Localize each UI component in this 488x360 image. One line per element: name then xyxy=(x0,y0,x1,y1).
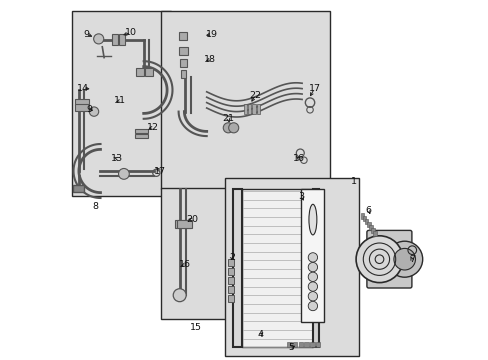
Bar xyxy=(309,342,314,347)
Bar xyxy=(312,189,318,347)
Text: 19: 19 xyxy=(205,30,218,39)
Text: 11: 11 xyxy=(114,96,126,105)
Text: 10: 10 xyxy=(125,28,137,37)
Text: 21: 21 xyxy=(222,114,234,123)
Circle shape xyxy=(228,123,238,133)
Circle shape xyxy=(173,289,186,302)
Text: 6: 6 xyxy=(365,206,371,215)
Text: 14: 14 xyxy=(77,84,89,93)
Bar xyxy=(75,104,89,111)
Bar xyxy=(175,220,190,228)
Text: 22: 22 xyxy=(249,91,261,100)
Bar xyxy=(292,342,297,347)
Bar xyxy=(134,134,148,138)
Bar xyxy=(366,222,370,227)
Circle shape xyxy=(307,301,317,311)
Text: 12: 12 xyxy=(146,123,159,132)
Bar xyxy=(119,34,125,45)
Circle shape xyxy=(355,236,402,283)
Bar xyxy=(227,268,233,275)
Bar xyxy=(161,11,329,189)
Bar xyxy=(232,189,242,347)
Bar xyxy=(136,68,144,76)
FancyBboxPatch shape xyxy=(366,230,411,288)
Bar xyxy=(244,104,246,114)
Bar xyxy=(161,188,230,319)
Text: 4: 4 xyxy=(257,330,263,339)
Bar xyxy=(75,99,89,105)
Circle shape xyxy=(118,168,129,179)
Bar xyxy=(365,219,367,224)
Bar xyxy=(370,228,374,233)
Text: 5: 5 xyxy=(288,343,294,352)
Text: 9: 9 xyxy=(86,105,92,114)
Bar xyxy=(252,104,255,114)
Bar xyxy=(304,342,308,347)
Bar xyxy=(73,185,84,192)
Bar xyxy=(227,259,233,266)
Text: 20: 20 xyxy=(186,215,198,224)
Circle shape xyxy=(94,34,103,44)
Circle shape xyxy=(307,262,317,272)
Circle shape xyxy=(89,107,99,116)
Text: 2: 2 xyxy=(228,253,234,262)
Bar xyxy=(368,225,372,230)
Bar xyxy=(145,68,153,76)
Bar xyxy=(179,32,187,40)
Circle shape xyxy=(307,272,317,282)
Bar xyxy=(180,59,186,67)
Text: 7: 7 xyxy=(408,255,414,264)
Bar xyxy=(227,277,233,284)
Text: 18: 18 xyxy=(204,55,216,64)
Text: 1: 1 xyxy=(350,177,357,186)
Bar xyxy=(134,129,148,133)
Bar xyxy=(361,213,364,219)
Bar xyxy=(315,342,320,347)
Bar xyxy=(181,70,185,78)
Text: 17: 17 xyxy=(154,166,165,175)
Bar xyxy=(227,295,233,302)
Text: 17: 17 xyxy=(308,84,320,93)
Circle shape xyxy=(393,248,415,270)
Bar xyxy=(363,216,366,221)
Bar xyxy=(247,104,251,114)
Bar xyxy=(227,286,233,293)
Bar xyxy=(177,220,192,228)
Circle shape xyxy=(307,253,317,262)
Bar xyxy=(72,11,170,196)
Circle shape xyxy=(386,241,422,277)
Text: 3: 3 xyxy=(298,192,304,201)
Text: 16: 16 xyxy=(179,260,191,269)
Bar xyxy=(112,34,118,45)
Bar xyxy=(242,189,312,347)
Bar xyxy=(301,189,324,322)
Text: 8: 8 xyxy=(92,202,98,211)
Ellipse shape xyxy=(308,204,316,235)
Bar xyxy=(224,178,358,356)
Circle shape xyxy=(223,123,233,133)
Bar xyxy=(178,47,187,55)
Circle shape xyxy=(307,292,317,301)
Text: 15: 15 xyxy=(189,323,202,332)
Bar xyxy=(373,231,376,236)
Bar xyxy=(298,342,303,347)
Text: 9: 9 xyxy=(83,30,90,39)
Text: 16: 16 xyxy=(292,154,304,163)
Bar xyxy=(256,104,260,114)
Circle shape xyxy=(307,282,317,291)
Text: 13: 13 xyxy=(110,154,122,163)
Bar xyxy=(286,342,291,347)
